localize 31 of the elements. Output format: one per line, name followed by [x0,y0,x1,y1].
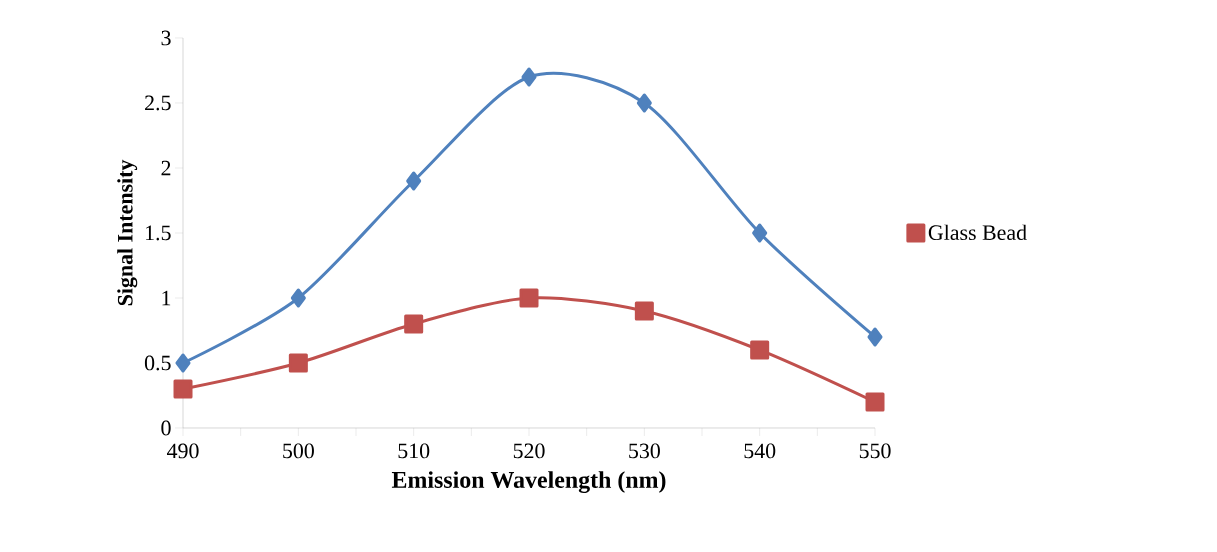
point [404,314,424,334]
y-tick-label: 0 [161,420,171,436]
point [519,288,539,308]
point [636,93,652,113]
point [175,353,191,373]
x-axis-title: Emission Wavelength (nm) [391,471,666,494]
point [406,171,422,191]
x-tick-label: 510 [398,443,430,459]
x-tick-label: 500 [283,443,314,459]
point [750,340,770,360]
point [752,223,768,243]
point [173,379,193,399]
point [288,353,308,373]
point [867,327,883,347]
legend-label: Glass Bead [928,224,1027,241]
x-tick-label: 550 [859,443,891,459]
y-tick-label: 0.5 [144,355,171,371]
y-tick-label: 2.5 [145,95,171,111]
point [865,392,885,412]
y-tick-label: 1.5 [146,225,171,241]
point [290,288,306,308]
y-axis-title: Signal Intensity [117,159,138,306]
x-tick-label: 530 [629,443,660,459]
point [634,301,654,321]
point [521,67,537,87]
x-tick-label: 540 [744,443,776,459]
y-tick-label: 1 [162,290,171,306]
x-tick-label: 520 [513,443,545,459]
y-tick-label: 2 [161,160,171,176]
y-tick-label: 3 [161,30,171,46]
x-tick-label: 490 [166,443,199,459]
